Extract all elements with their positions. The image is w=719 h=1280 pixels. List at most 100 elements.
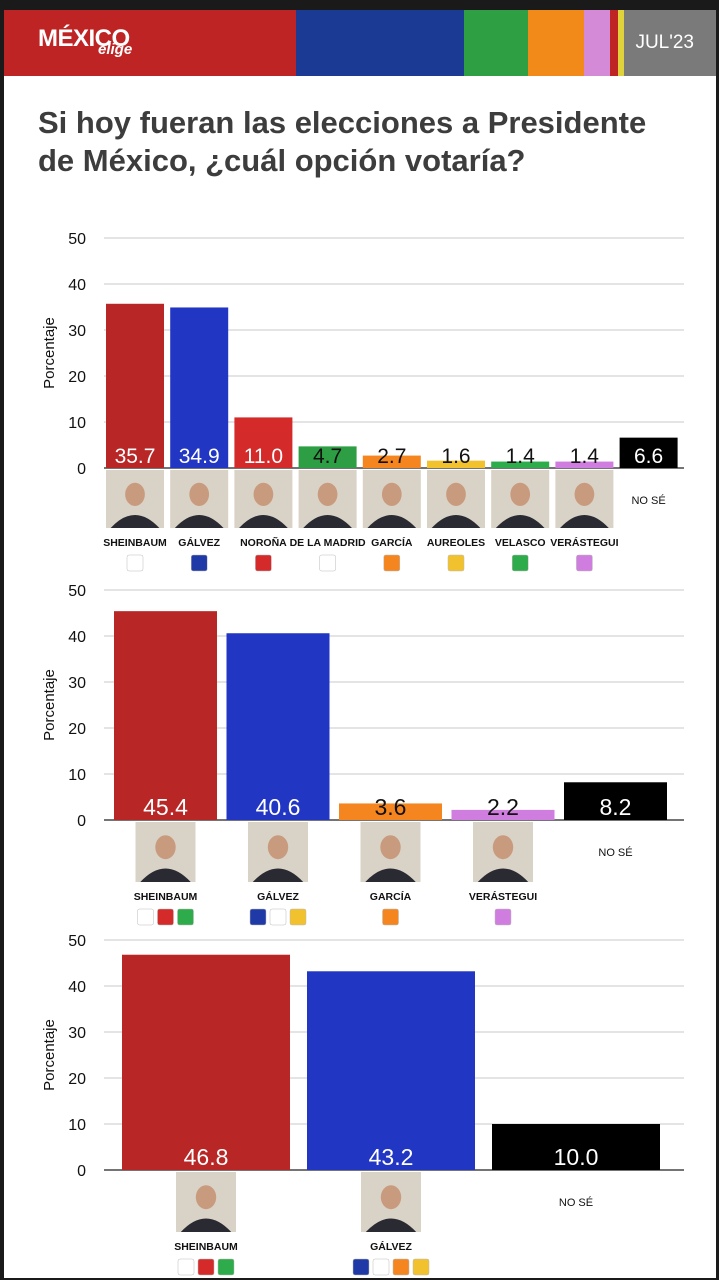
face-shape xyxy=(492,835,514,860)
party-badge-pri xyxy=(372,1258,390,1276)
bar-velasco xyxy=(491,461,550,468)
category-label-no-se: NO SÉ xyxy=(598,846,632,859)
party-badge-verde xyxy=(217,1258,235,1276)
bar-aureoles xyxy=(427,460,485,468)
chart-five-options: 0 10 20 30 40 50 Porcentaje 45.4 SHEINBAUM 40.6 GÁ… xyxy=(41,583,684,926)
face-shape xyxy=(574,482,595,506)
bar-garcia xyxy=(339,803,442,820)
bar-value-label: 6.6 xyxy=(634,445,663,468)
y-axis-label: Porcentaje xyxy=(41,1019,58,1091)
y-tick-label: 30 xyxy=(68,1025,86,1042)
party-badge-pt xyxy=(197,1258,215,1276)
face-shape xyxy=(510,482,531,506)
bar-value-label: 40.6 xyxy=(256,794,301,820)
y-tick-label: 10 xyxy=(68,415,86,432)
bar-value-label: 1.4 xyxy=(570,445,600,468)
candidate-name-verastegui: VERÁSTEGUI xyxy=(550,536,618,549)
shoulders-shape xyxy=(365,1218,417,1232)
y-tick-label: 40 xyxy=(68,979,86,996)
face-shape xyxy=(155,835,176,860)
y-tick-label: 20 xyxy=(68,1071,86,1088)
shoulders-shape xyxy=(477,868,529,882)
logo-text: MÉXICO xyxy=(38,25,130,52)
party-badge-pt xyxy=(157,908,174,926)
header-bar: MÉXICO elige JUL'23 xyxy=(4,10,716,76)
header-stripe-green xyxy=(464,10,528,76)
party-badge-mc xyxy=(383,554,401,572)
header-stripe-red xyxy=(4,10,296,76)
candidate-name-de-la-madrid: DE LA MADRID xyxy=(290,537,366,549)
candidate-name-aureoles: AUREOLES xyxy=(427,537,485,549)
candidate-photo xyxy=(170,470,229,528)
chart-head-to-head: 0 10 20 30 40 50 Porcentaje 46.8 SHEINBAUM 43.2 GÁ… xyxy=(41,933,684,1276)
shoulders-shape xyxy=(303,514,352,528)
bar-value-label: 1.6 xyxy=(441,445,470,468)
shoulders-shape xyxy=(110,514,160,528)
candidate-photo xyxy=(361,1172,421,1232)
y-tick-label: 20 xyxy=(68,721,86,738)
bar-value-label: 2.2 xyxy=(487,794,519,820)
bar-value-label: 34.9 xyxy=(179,445,220,468)
category-label-no-se: NO SÉ xyxy=(559,1196,593,1209)
party-badge-ind xyxy=(494,908,512,926)
y-axis-label: Porcentaje xyxy=(41,669,58,741)
face-shape xyxy=(381,482,402,506)
candidate-photo xyxy=(473,822,533,882)
shoulders-shape xyxy=(365,868,416,882)
party-badge-verde xyxy=(511,554,529,572)
bar-value-label: 3.6 xyxy=(375,794,407,820)
header-stripe-blue xyxy=(296,10,464,76)
candidate-photo xyxy=(135,822,196,882)
bar-sheinbaum xyxy=(122,954,290,1170)
chart-all-candidates: 0 10 20 30 40 50 Porcentaje 35.7 SHEINBAUM 34.9 GÁ… xyxy=(41,231,684,572)
face-shape xyxy=(253,482,274,506)
party-badge-morena xyxy=(126,554,144,572)
bar-no-se xyxy=(619,437,678,468)
bar-sheinbaum xyxy=(106,303,164,468)
y-tick-label: 20 xyxy=(68,369,86,386)
bar-sheinbaum xyxy=(114,611,217,820)
party-badge-pt xyxy=(255,554,272,572)
candidate-photo xyxy=(106,470,164,528)
shoulders-shape xyxy=(367,514,417,528)
candidate-photo xyxy=(234,470,293,528)
candidate-name-norona: NOROÑA xyxy=(240,536,287,549)
poll-card: MÉXICO elige JUL'23 Si hoy fueran las el… xyxy=(4,10,716,1278)
y-tick-label: 30 xyxy=(68,323,86,340)
candidate-photo xyxy=(248,822,308,882)
shoulders-shape xyxy=(180,1218,232,1232)
candidate-name-garcia: GARCÍA xyxy=(370,890,412,903)
shoulders-shape xyxy=(560,514,609,528)
candidate-name-sheinbaum: SHEINBAUM xyxy=(134,891,198,903)
party-badge-morena xyxy=(137,908,154,926)
candidate-name-galvez: GÁLVEZ xyxy=(257,890,299,903)
shoulders-shape xyxy=(431,514,481,528)
y-tick-label: 10 xyxy=(68,767,86,784)
bar-value-label: 1.4 xyxy=(506,445,536,468)
candidate-photo xyxy=(362,470,421,528)
y-tick-label: 10 xyxy=(68,1117,86,1134)
face-shape xyxy=(189,482,210,506)
y-tick-label: 50 xyxy=(68,583,86,600)
party-badge-pan xyxy=(190,554,208,572)
y-axis-label: Porcentaje xyxy=(41,317,58,389)
y-tick-label: 0 xyxy=(77,1163,86,1180)
party-badge-pan xyxy=(249,908,267,926)
header-stripe-red-thin xyxy=(610,10,618,76)
candidate-name-verastegui: VERÁSTEGUI xyxy=(469,890,537,903)
bar-value-label: 46.8 xyxy=(184,1144,229,1170)
bar-value-label: 4.7 xyxy=(313,445,342,468)
bar-garcia xyxy=(362,455,421,468)
shoulders-shape xyxy=(252,868,304,882)
y-tick-label: 0 xyxy=(77,813,86,830)
page-title: Si hoy fueran las elecciones a President… xyxy=(38,105,647,178)
candidate-name-sheinbaum: SHEINBAUM xyxy=(174,1241,238,1253)
party-badge-prd xyxy=(412,1258,430,1276)
face-shape xyxy=(195,1185,217,1210)
y-tick-label: 30 xyxy=(68,675,86,692)
bar-galvez xyxy=(226,633,330,820)
y-tick-label: 0 xyxy=(77,461,86,478)
candidate-name-velasco: VELASCO xyxy=(495,537,546,549)
party-badge-mc xyxy=(382,908,399,926)
header-stripe-purple xyxy=(584,10,610,76)
